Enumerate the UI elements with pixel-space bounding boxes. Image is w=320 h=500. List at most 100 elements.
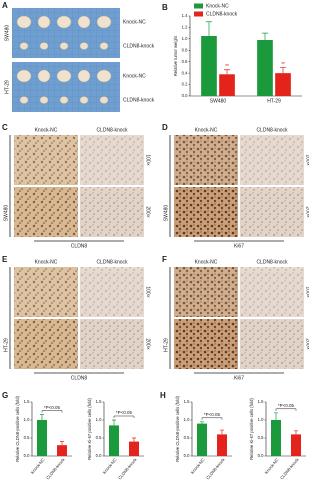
panel-label: H: [160, 391, 166, 400]
panel-label: F: [162, 255, 167, 264]
tumor: [39, 42, 49, 50]
micrograph: [80, 187, 144, 237]
significance-label: *P<0.05: [44, 405, 61, 410]
tumor: [79, 42, 89, 50]
tumor: [56, 69, 72, 83]
magnification-label: 200×: [305, 338, 309, 349]
error-bar: [112, 419, 116, 426]
group-label: Knock-NC: [123, 19, 146, 25]
micrograph: [14, 135, 78, 185]
column-label: Knock-NC: [195, 127, 218, 133]
column-label: Knock-NC: [35, 259, 58, 265]
x-tick-label: HT-29: [267, 98, 281, 104]
group-label: Knock-NC: [123, 73, 146, 79]
micrograph: [174, 319, 238, 369]
column-label: CLDN8-knock: [96, 259, 128, 265]
y-tick-label: 1.5: [258, 399, 264, 404]
y-tick-label: 0.4: [182, 70, 188, 75]
y-tick-label: 0.6: [182, 59, 188, 64]
micrograph: [240, 319, 304, 369]
stain-label: Ki67: [234, 243, 244, 249]
micrograph: [240, 267, 304, 317]
significance-label: **: [225, 64, 229, 70]
error-bar: [223, 69, 231, 75]
magnification-label: 100×: [305, 286, 309, 297]
y-tick-label: 1.4: [182, 13, 188, 18]
y-tick-label: 1.2: [182, 25, 188, 30]
tumor: [19, 96, 29, 104]
significance-bracket: [201, 417, 223, 420]
error-bar: [279, 67, 287, 74]
photo: [12, 8, 120, 58]
error-bar: [132, 437, 136, 442]
micrograph: [14, 319, 78, 369]
y-axis-label: Relative CLDN8-positive cells (fold): [15, 395, 20, 461]
bar: [57, 445, 67, 456]
x-tick-label: Knock-NC: [30, 457, 46, 475]
tumor: [37, 15, 51, 29]
micrograph: [14, 267, 78, 317]
micrograph: [174, 187, 238, 237]
tumor: [77, 15, 91, 29]
x-tick-label: SW480: [210, 98, 227, 104]
y-tick-label: 0.0: [24, 453, 30, 458]
bar: [271, 420, 281, 456]
y-tick-label: 0.0: [258, 453, 264, 458]
photo: [12, 62, 120, 112]
significance-label: *P<0.05: [278, 403, 295, 408]
y-tick-label: 0.5: [24, 435, 30, 440]
tumor: [16, 15, 32, 29]
y-tick-label: 1.0: [24, 417, 30, 422]
panel-label: E: [2, 255, 8, 264]
y-tick-label: 1.5: [184, 399, 190, 404]
y-tick-label: 0.0: [96, 453, 102, 458]
legend-label: CLDN8-knock: [206, 11, 238, 17]
error-bar: [40, 414, 44, 420]
tumor: [19, 42, 29, 50]
micrograph: [80, 319, 144, 369]
y-tick-label: 0.0: [182, 93, 188, 98]
error-bar: [294, 430, 298, 435]
column-label: CLDN8-knock: [256, 259, 288, 265]
bar: [257, 40, 273, 96]
micrograph: [174, 135, 238, 185]
y-axis-label: Relative Ki-67 positive cells (fold): [249, 398, 254, 460]
cell-line-label: HT-29: [3, 338, 9, 352]
y-tick-label: 1.0: [258, 417, 264, 422]
significance-bracket: [41, 410, 63, 413]
panel-label: D: [162, 123, 168, 132]
bar: [197, 423, 207, 456]
significance-label: **: [281, 62, 285, 68]
y-tick-label: 0.8: [182, 47, 188, 52]
x-tick-label: Knock-NC: [264, 457, 280, 475]
y-axis-label: Relative CLDN8-positive cells (fold): [175, 395, 180, 461]
cell-line-label: SW480: [4, 25, 10, 42]
y-tick-label: 0.0: [184, 453, 190, 458]
error-bar: [200, 421, 204, 424]
stain-label: Ki67: [234, 375, 244, 381]
column-label: Knock-NC: [195, 259, 218, 265]
y-tick-label: 0.5: [184, 435, 190, 440]
tumor: [37, 69, 51, 83]
error-bar: [220, 429, 224, 435]
x-tick-label: CLDN8-knock: [205, 456, 226, 480]
x-tick-label: CLDN8-knock: [279, 456, 300, 480]
bar: [219, 74, 235, 96]
column-label: CLDN8-knock: [256, 127, 288, 133]
bar: [201, 36, 217, 96]
y-axis-label: Relative tumor weight: [173, 35, 178, 76]
y-tick-label: 1.0: [96, 417, 102, 422]
cell-line-label: HT-29: [4, 80, 10, 94]
x-tick-label: CLDN8-knock: [117, 456, 138, 480]
panel-label: C: [2, 123, 8, 132]
y-axis-label: Relative Ki-67 positive cells (fold): [87, 398, 92, 460]
y-tick-label: 1.0: [182, 36, 188, 41]
micrograph: [240, 135, 304, 185]
panel-label: A: [2, 1, 8, 10]
bar: [37, 420, 47, 456]
significance-bracket: [113, 415, 135, 418]
y-tick-label: 0.5: [258, 435, 264, 440]
y-tick-label: 0.2: [182, 82, 188, 87]
y-tick-label: 0.5: [96, 435, 102, 440]
bar: [217, 434, 227, 456]
